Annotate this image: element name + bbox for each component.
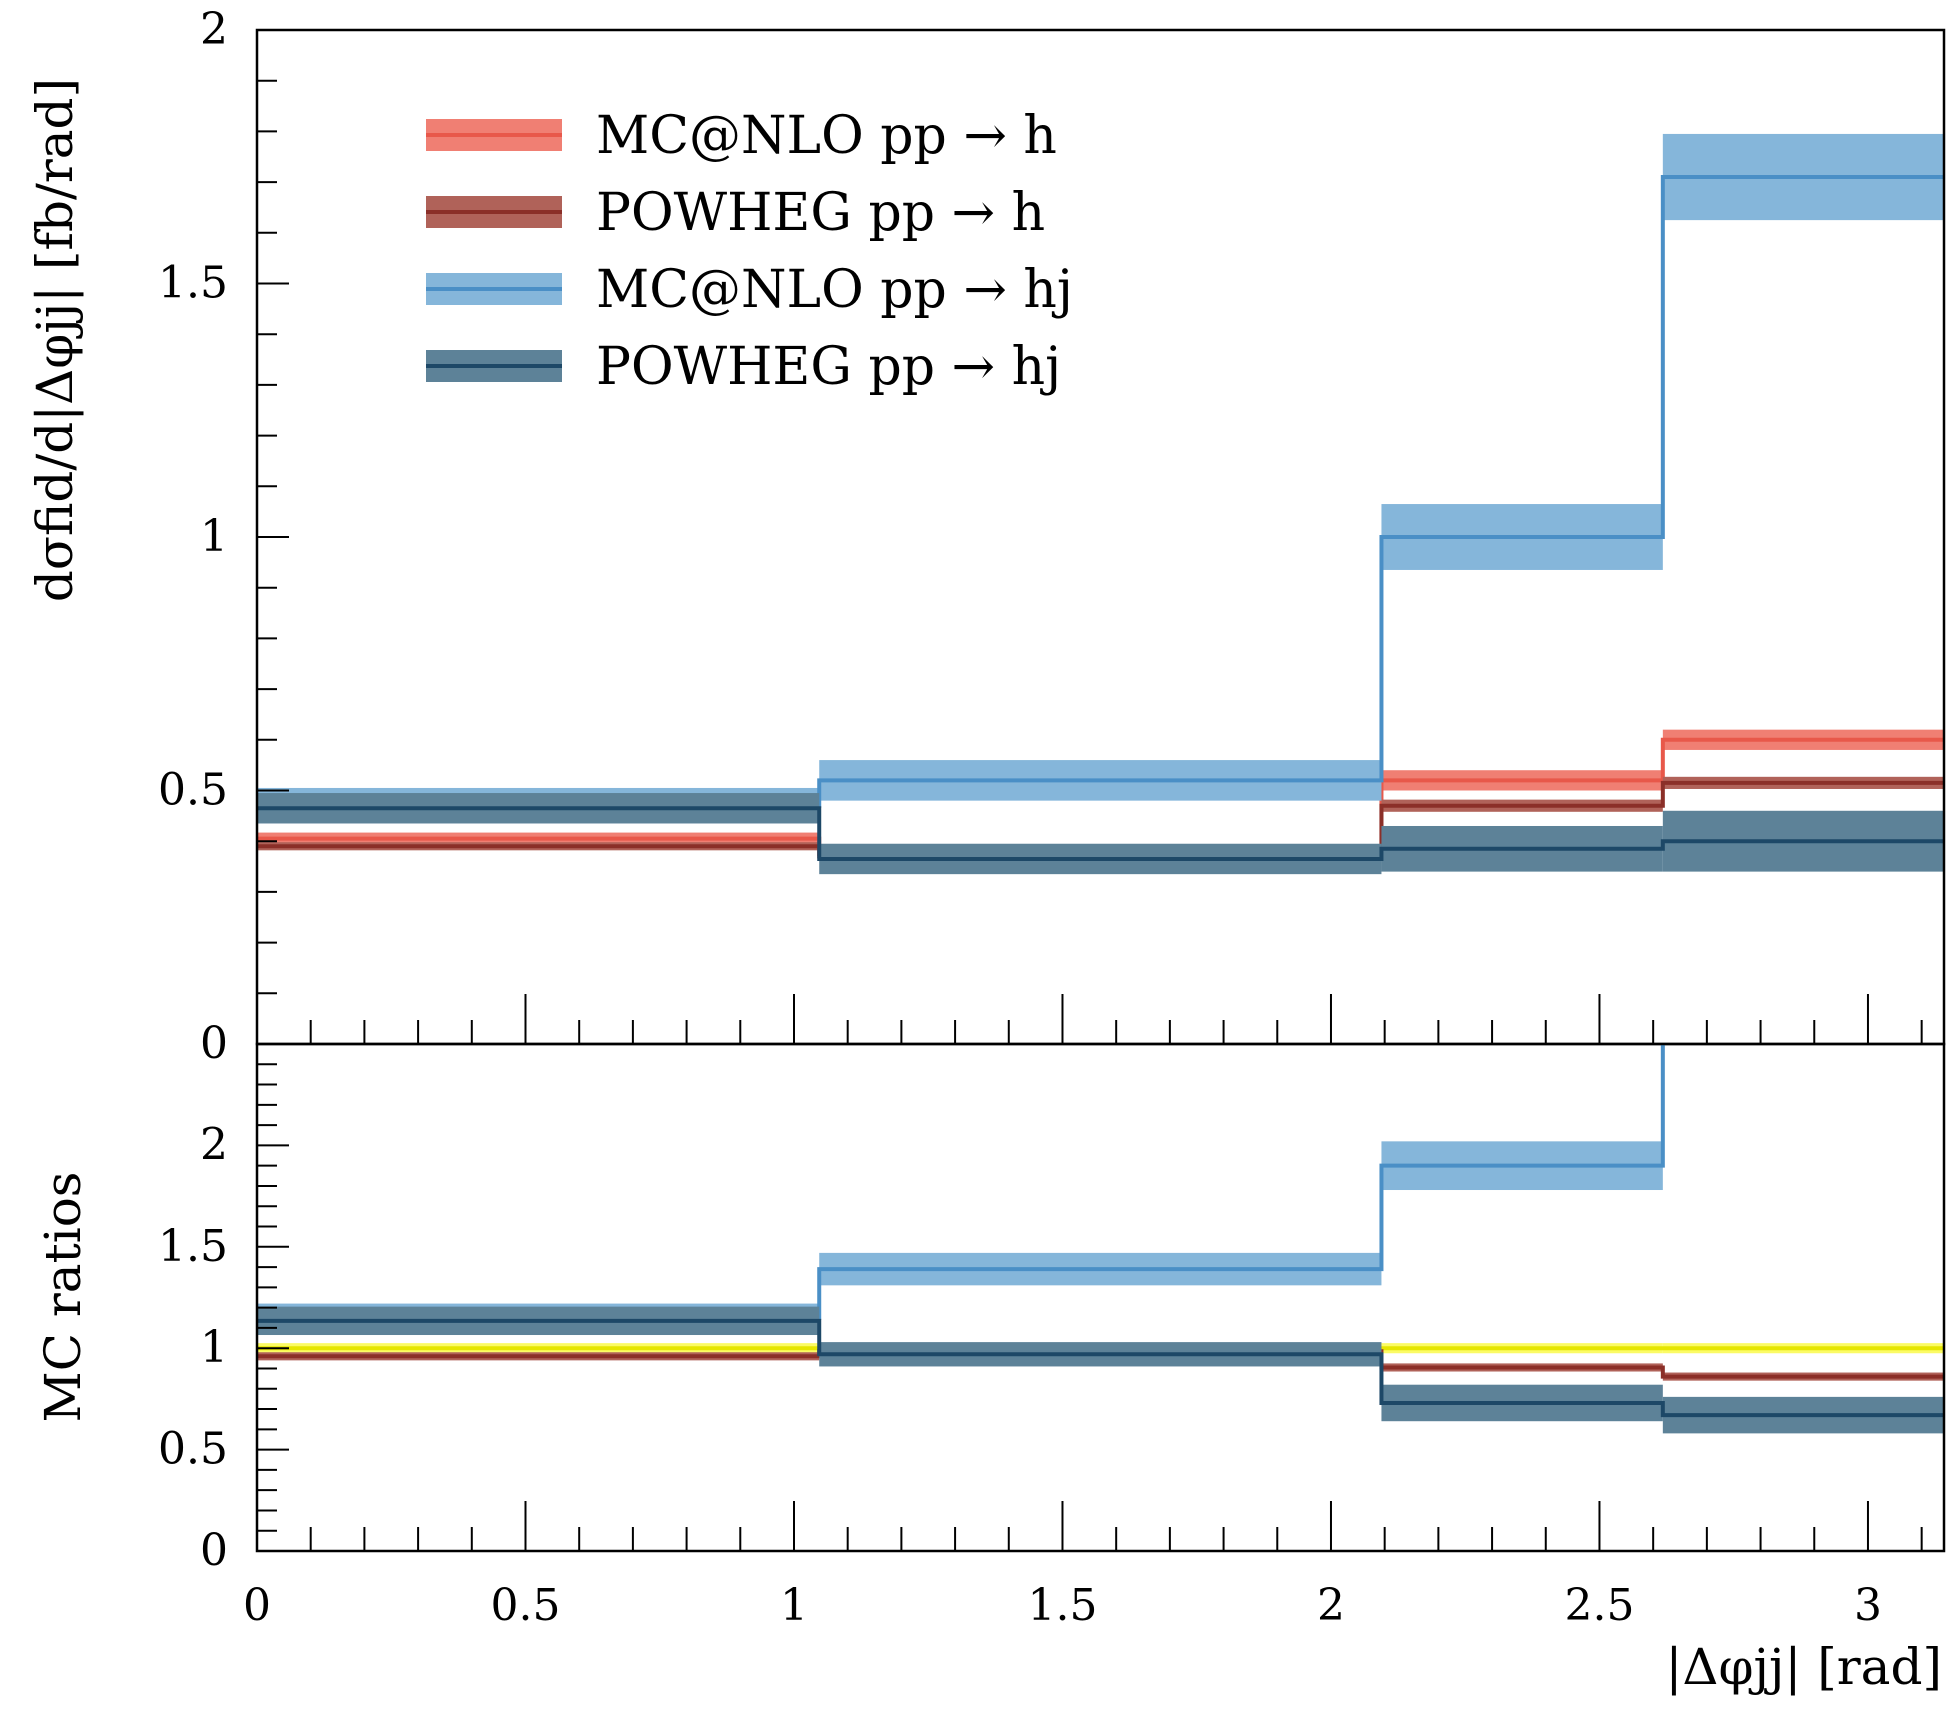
ratio-y-tick-label: 1.5 <box>158 1221 228 1272</box>
ratio-y-tick-labels: 0 0.5 1 1.5 2 <box>158 1119 228 1576</box>
ratio-y-axis-title: MC ratios <box>34 1172 92 1423</box>
x-tick-label: 2 <box>1317 1580 1345 1631</box>
main-plot-area <box>257 133 1944 875</box>
main-ticks <box>256 29 1923 1045</box>
ratio-series-line-1 <box>257 1044 1665 1320</box>
main-y-tick-label: 0.5 <box>158 765 228 816</box>
ratio-frame <box>255 1042 1946 1553</box>
x-tick-labels: 0 0.5 1 1.5 2 2.5 3 <box>243 1580 1882 1631</box>
legend-label: MC@NLO pp → hj <box>596 260 1073 320</box>
main-series-line-2 <box>257 175 1944 808</box>
ratio-ticks <box>256 1043 1923 1552</box>
x-tick-label: 0 <box>243 1580 271 1631</box>
x-tick-label: 2.5 <box>1564 1580 1634 1631</box>
main-y-tick-label: 0 <box>200 1018 228 1069</box>
legend-label: POWHEG pp → hj <box>596 337 1061 397</box>
legend-label: MC@NLO pp → h <box>596 106 1057 166</box>
main-y-tick-label: 1.5 <box>158 258 228 309</box>
ratio-y-tick-label: 0 <box>200 1525 228 1576</box>
ratio-y-tick-label: 0.5 <box>158 1424 228 1475</box>
main-y-axis-title: dσfid/d|Δφjj| [fb/rad] <box>26 78 84 602</box>
ratio-y-tick-label: 2 <box>200 1119 228 1170</box>
main-panel: 0 0.5 1 1.5 2 dσfid/d|Δφjj| [fb/rad] <box>26 4 1946 1069</box>
ratio-series-band-1-bin-3 <box>1663 934 1944 991</box>
main-y-tick-labels: 0 0.5 1 1.5 2 <box>158 4 228 1069</box>
ratio-panel: 0 0.5 1 1.5 2 MC ratios <box>34 934 1946 1576</box>
x-tick-label: 1.5 <box>1027 1580 1097 1631</box>
legend-label: POWHEG pp → h <box>596 183 1045 243</box>
legend: MC@NLO pp → h POWHEG pp → h MC@NLO pp → hj… <box>426 106 1073 397</box>
x-tick-label: 1 <box>780 1580 808 1631</box>
main-series-line-3 <box>257 806 1944 861</box>
x-axis-title: |Δφjj| [rad] <box>1666 1638 1942 1696</box>
ratio-y-tick-label: 1 <box>200 1322 228 1373</box>
x-tick-label: 0.5 <box>491 1580 561 1631</box>
ratio-series-line-2 <box>257 1318 1944 1418</box>
main-y-tick-label: 2 <box>200 4 228 55</box>
main-y-tick-label: 1 <box>200 511 228 562</box>
x-tick-label: 3 <box>1854 1580 1882 1631</box>
ratio-plot-area <box>257 934 1944 1434</box>
